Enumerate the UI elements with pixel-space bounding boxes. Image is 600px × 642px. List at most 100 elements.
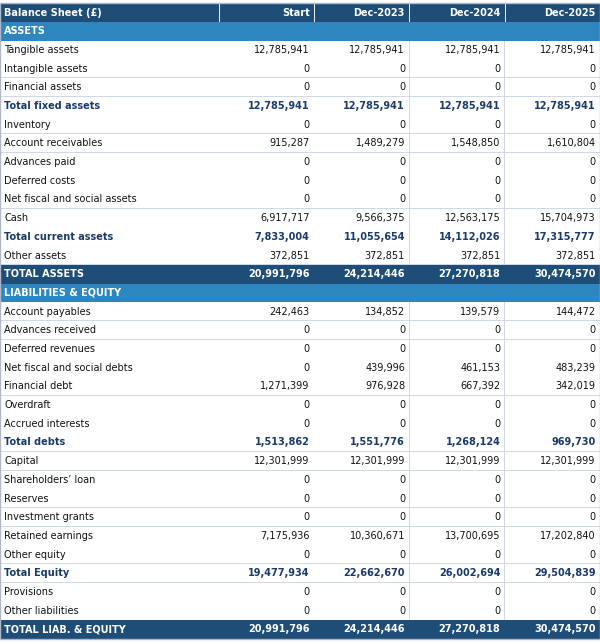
Bar xyxy=(409,471,410,489)
Bar xyxy=(0,620,600,639)
Bar xyxy=(0,265,600,284)
Bar xyxy=(218,433,220,452)
Text: 1,513,862: 1,513,862 xyxy=(255,437,310,447)
Text: 20,991,796: 20,991,796 xyxy=(248,269,310,279)
Bar xyxy=(0,452,600,471)
Text: 342,019: 342,019 xyxy=(556,381,596,392)
Bar xyxy=(0,508,600,526)
Bar xyxy=(409,321,410,340)
Text: 0: 0 xyxy=(590,195,596,204)
Text: Retained earnings: Retained earnings xyxy=(4,531,93,541)
Text: 139,579: 139,579 xyxy=(460,307,500,317)
Text: 12,785,941: 12,785,941 xyxy=(534,101,596,111)
Bar xyxy=(0,526,600,545)
Text: 0: 0 xyxy=(494,550,500,560)
Text: Account receivables: Account receivables xyxy=(4,138,103,148)
Text: TOTAL ASSETS: TOTAL ASSETS xyxy=(4,269,84,279)
Text: ASSETS: ASSETS xyxy=(4,26,46,36)
Text: 667,392: 667,392 xyxy=(460,381,500,392)
Text: 12,301,999: 12,301,999 xyxy=(350,456,405,466)
Text: 14,112,026: 14,112,026 xyxy=(439,232,500,242)
Text: Shareholders’ loan: Shareholders’ loan xyxy=(4,475,95,485)
Text: 0: 0 xyxy=(494,119,500,130)
Text: Net fiscal and social assets: Net fiscal and social assets xyxy=(4,195,137,204)
Bar xyxy=(409,171,410,190)
Text: Capital: Capital xyxy=(4,456,38,466)
Text: 0: 0 xyxy=(399,475,405,485)
Text: 0: 0 xyxy=(494,494,500,503)
Bar xyxy=(0,246,600,265)
Bar xyxy=(409,302,410,321)
Bar xyxy=(409,190,410,209)
Bar xyxy=(218,227,220,246)
Bar xyxy=(409,59,410,78)
Text: Financial debt: Financial debt xyxy=(4,381,73,392)
Text: 0: 0 xyxy=(304,363,310,373)
Bar xyxy=(0,190,600,209)
Text: 0: 0 xyxy=(304,119,310,130)
Text: 24,214,446: 24,214,446 xyxy=(343,269,405,279)
Text: 0: 0 xyxy=(304,587,310,597)
Text: 0: 0 xyxy=(304,344,310,354)
Bar xyxy=(409,433,410,452)
Text: 0: 0 xyxy=(494,400,500,410)
Text: 12,785,941: 12,785,941 xyxy=(254,45,310,55)
Text: 7,833,004: 7,833,004 xyxy=(255,232,310,242)
Bar xyxy=(409,508,410,526)
Text: 0: 0 xyxy=(399,64,405,74)
Bar xyxy=(409,40,410,59)
Text: 0: 0 xyxy=(590,512,596,522)
Text: 0: 0 xyxy=(399,512,405,522)
Text: 0: 0 xyxy=(399,606,405,616)
Text: Balance Sheet (£): Balance Sheet (£) xyxy=(4,8,102,17)
Text: Account payables: Account payables xyxy=(4,307,91,317)
Text: 0: 0 xyxy=(590,494,596,503)
Text: 134,852: 134,852 xyxy=(365,307,405,317)
Bar xyxy=(0,602,600,620)
Text: 0: 0 xyxy=(399,119,405,130)
Bar xyxy=(409,489,410,508)
Bar xyxy=(218,190,220,209)
Bar xyxy=(409,227,410,246)
Text: 15,704,973: 15,704,973 xyxy=(540,213,596,223)
Text: 12,301,999: 12,301,999 xyxy=(541,456,596,466)
Text: 0: 0 xyxy=(304,82,310,92)
Text: 0: 0 xyxy=(304,64,310,74)
Bar xyxy=(409,3,505,22)
Text: Provisions: Provisions xyxy=(4,587,53,597)
Text: 461,153: 461,153 xyxy=(460,363,500,373)
Text: 12,785,941: 12,785,941 xyxy=(349,45,405,55)
Text: 0: 0 xyxy=(304,494,310,503)
Text: 1,548,850: 1,548,850 xyxy=(451,138,500,148)
Bar xyxy=(0,302,600,321)
Text: Dec-2025: Dec-2025 xyxy=(544,8,596,17)
Bar xyxy=(409,134,410,153)
Bar xyxy=(218,377,220,395)
Bar xyxy=(218,246,220,265)
Text: 13,700,695: 13,700,695 xyxy=(445,531,500,541)
Text: 0: 0 xyxy=(590,64,596,74)
Bar xyxy=(409,209,410,227)
Bar xyxy=(218,209,220,227)
Text: 12,563,175: 12,563,175 xyxy=(445,213,500,223)
Text: 0: 0 xyxy=(590,119,596,130)
Text: 144,472: 144,472 xyxy=(556,307,596,317)
Text: Inventory: Inventory xyxy=(4,119,51,130)
Text: 6,917,717: 6,917,717 xyxy=(260,213,310,223)
Bar xyxy=(218,134,220,153)
Bar xyxy=(0,471,600,489)
Text: 0: 0 xyxy=(590,587,596,597)
Bar xyxy=(0,583,600,602)
Text: 0: 0 xyxy=(494,157,500,167)
Bar xyxy=(409,602,410,620)
Text: 0: 0 xyxy=(494,176,500,186)
Text: 0: 0 xyxy=(590,157,596,167)
Text: Total current assets: Total current assets xyxy=(4,232,113,242)
Text: Start: Start xyxy=(282,8,310,17)
Text: Dec-2024: Dec-2024 xyxy=(449,8,500,17)
Text: 0: 0 xyxy=(494,606,500,616)
Bar xyxy=(218,340,220,358)
Text: Total Equity: Total Equity xyxy=(4,568,70,578)
Bar xyxy=(218,358,220,377)
Text: 0: 0 xyxy=(494,64,500,74)
